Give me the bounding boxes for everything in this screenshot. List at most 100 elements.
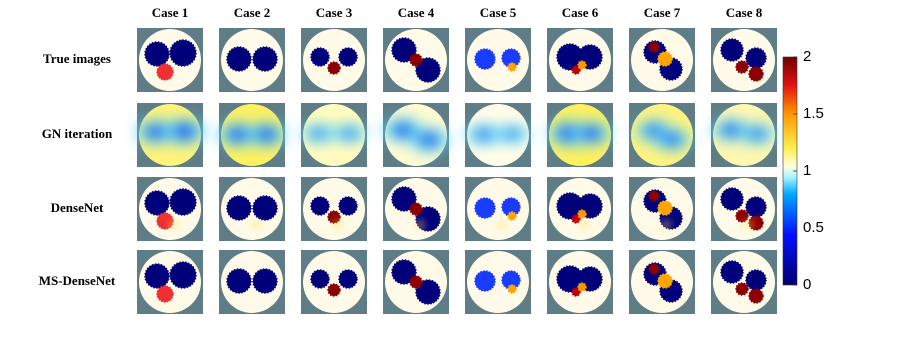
image-tile: [547, 103, 613, 167]
image-tile: [219, 28, 285, 92]
row-label: True images: [43, 51, 111, 66]
image-tile: [547, 28, 613, 92]
inclusion: [415, 57, 441, 83]
inclusion: [507, 284, 517, 294]
image-tile: [137, 177, 203, 241]
inclusion: [409, 53, 423, 67]
inclusion: [501, 48, 521, 68]
image-tile: [136, 103, 205, 167]
inclusion: [745, 47, 767, 69]
blob: [256, 127, 277, 142]
row-label: MS-DenseNet: [39, 273, 116, 288]
inclusion: [391, 186, 417, 212]
reconstruction: [383, 118, 449, 152]
inclusion: [252, 195, 278, 221]
inclusion: [745, 196, 767, 218]
image-tile: [218, 103, 286, 167]
inclusion: [474, 270, 496, 292]
blob: [475, 129, 492, 140]
image-tile: [711, 28, 777, 92]
blob: [173, 123, 196, 140]
inclusion: [226, 268, 252, 294]
image-tile: [301, 103, 367, 167]
colorbar-tick-label: 1: [803, 162, 811, 179]
inclusion: [144, 263, 170, 289]
inclusion: [657, 200, 673, 216]
image-tile: [301, 250, 367, 314]
column-header: Case 2: [234, 5, 270, 20]
inclusion: [144, 41, 170, 67]
inclusion: [571, 214, 581, 224]
inclusion: [648, 263, 660, 275]
row-label: DenseNet: [51, 200, 104, 215]
artifact: [497, 220, 507, 230]
domain: [467, 178, 529, 240]
image-tile: [137, 28, 203, 92]
inclusion: [720, 260, 744, 284]
inclusion: [391, 259, 417, 285]
column-header: Case 7: [644, 5, 681, 20]
inclusion: [507, 211, 517, 221]
inclusion: [748, 288, 764, 304]
inclusion: [648, 190, 660, 202]
image-tile: [383, 103, 449, 167]
inclusion: [338, 47, 358, 67]
inclusion: [310, 269, 330, 289]
domain: [467, 251, 529, 313]
inclusion: [501, 197, 521, 217]
inclusion: [571, 65, 581, 75]
blob: [227, 127, 248, 142]
inclusion: [327, 61, 341, 75]
artifact: [743, 220, 753, 230]
reconstruction: [218, 122, 286, 147]
artifact: [251, 220, 261, 230]
domain: [221, 29, 283, 91]
inclusion: [252, 268, 278, 294]
inclusion: [391, 37, 417, 63]
inclusion: [409, 275, 423, 289]
inclusion: [169, 188, 197, 216]
colorbar-tick-label: 1.5: [803, 105, 824, 122]
column-header: Case 3: [316, 5, 353, 20]
reconstruction: [712, 119, 775, 144]
image-tile: [301, 177, 367, 241]
inclusion: [144, 190, 170, 216]
image-tile: [629, 28, 695, 92]
reconstruction: [136, 118, 205, 145]
inclusion: [310, 196, 330, 216]
blob: [392, 123, 413, 137]
inclusion: [169, 39, 197, 67]
reconstruction: [466, 124, 529, 145]
colorbar-tick-label: 2: [803, 48, 811, 65]
blob: [581, 126, 601, 141]
image-tile: [301, 28, 367, 92]
image-tile: [137, 250, 203, 314]
inclusion: [748, 66, 764, 82]
inclusion: [571, 287, 581, 297]
inclusion: [720, 187, 744, 211]
colorbar-tick-label: 0.5: [803, 219, 824, 236]
inclusion: [156, 285, 174, 303]
image-tile: [383, 28, 449, 92]
artifact: [333, 220, 343, 230]
inclusion: [501, 270, 521, 290]
image-tile: [711, 177, 777, 241]
inclusion: [745, 269, 767, 291]
inclusion: [577, 60, 587, 70]
artifact: [415, 220, 425, 230]
column-header: Case 5: [480, 5, 517, 20]
image-tile: [547, 177, 613, 241]
inclusion: [648, 41, 660, 53]
column-header: Case 8: [726, 5, 763, 20]
image-tile: [383, 250, 449, 314]
blob: [311, 129, 326, 138]
image-tile: [219, 177, 285, 241]
domain: [303, 251, 365, 313]
blob: [662, 133, 681, 146]
inclusion: [338, 269, 358, 289]
reconstruction: [302, 124, 366, 143]
inclusion: [735, 282, 749, 296]
inclusion: [577, 209, 587, 219]
inclusion: [310, 47, 330, 67]
